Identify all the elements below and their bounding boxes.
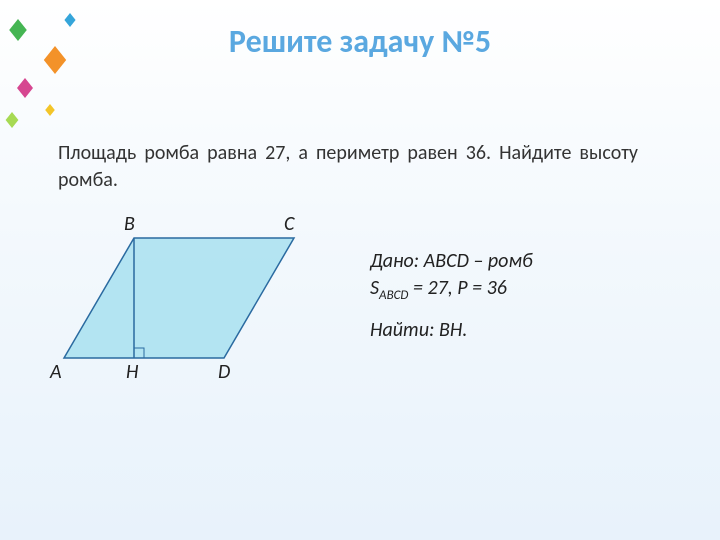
find-value: BH. bbox=[439, 318, 467, 342]
vertex-label-c: C bbox=[284, 212, 294, 236]
given-shape-type: – ромб bbox=[469, 249, 533, 273]
given-shape: ABCD bbox=[424, 249, 469, 273]
find-block: Найти: BH. bbox=[370, 318, 467, 342]
area-value: = 27, bbox=[408, 276, 457, 300]
area-subscript: ABCD bbox=[379, 288, 408, 303]
area-symbol: S bbox=[370, 276, 379, 300]
given-line2: SABCD = 27, Р = 36 bbox=[370, 275, 533, 305]
problem-statement: Площадь ромба равна 27, а периметр равен… bbox=[58, 140, 638, 194]
perim-symbol: Р bbox=[457, 276, 467, 300]
vertex-label-d: D bbox=[218, 360, 230, 384]
given-label: Дано: bbox=[370, 249, 424, 273]
vertex-label-a: A bbox=[50, 360, 62, 384]
given-line1: Дано: ABCD – ромб bbox=[370, 248, 533, 275]
rhombus-diagram: A B C D H bbox=[44, 208, 344, 408]
diagram-svg bbox=[44, 208, 344, 408]
vertex-label-h: H bbox=[126, 360, 138, 384]
find-label: Найти: bbox=[370, 318, 439, 342]
given-block: Дано: ABCD – ромб SABCD = 27, Р = 36 bbox=[370, 248, 533, 305]
slide-title: Решите задачу №5 bbox=[0, 22, 720, 61]
perim-value: = 36 bbox=[468, 276, 507, 300]
vertex-label-b: B bbox=[124, 212, 135, 236]
